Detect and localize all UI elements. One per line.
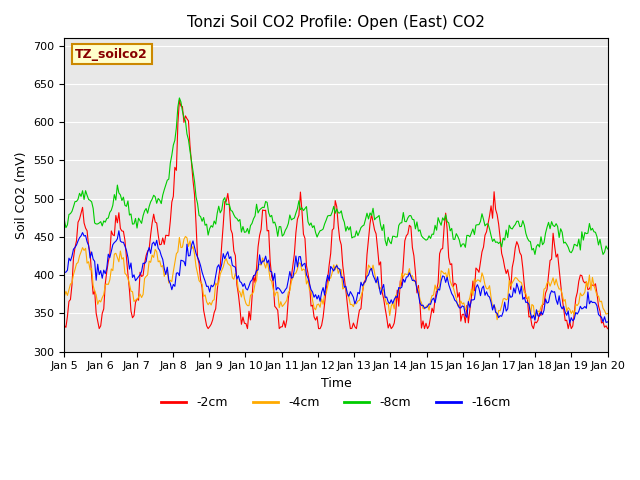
-4cm <box>182 234 189 240</box>
-8cm <box>575 236 582 242</box>
-16cm <box>224 249 232 254</box>
-16cm <box>566 320 573 326</box>
-8cm <box>175 95 183 101</box>
-4cm <box>242 300 250 306</box>
-4cm <box>127 288 135 294</box>
Line: -4cm: -4cm <box>65 237 607 320</box>
-8cm <box>604 246 611 252</box>
-2cm <box>301 236 309 241</box>
-4cm <box>577 290 584 296</box>
-8cm <box>251 213 259 219</box>
-4cm <box>251 281 259 287</box>
-8cm <box>224 201 232 207</box>
-8cm <box>61 217 68 223</box>
-8cm <box>127 211 135 217</box>
-2cm <box>129 315 136 321</box>
Title: Tonzi Soil CO2 Profile: Open (East) CO2: Tonzi Soil CO2 Profile: Open (East) CO2 <box>187 15 485 30</box>
X-axis label: Time: Time <box>321 377 351 390</box>
Line: -16cm: -16cm <box>65 231 607 323</box>
-4cm <box>61 293 68 299</box>
-16cm <box>61 270 68 276</box>
Legend: -2cm, -4cm, -8cm, -16cm: -2cm, -4cm, -8cm, -16cm <box>157 391 515 414</box>
-2cm <box>253 265 260 271</box>
-2cm <box>577 272 584 278</box>
-2cm <box>61 323 68 328</box>
-4cm <box>604 311 611 316</box>
-2cm <box>95 326 103 332</box>
-16cm <box>115 228 123 234</box>
-16cm <box>251 272 259 277</box>
-2cm <box>604 326 611 332</box>
-8cm <box>242 229 250 235</box>
Text: TZ_soilco2: TZ_soilco2 <box>76 48 148 60</box>
-8cm <box>599 252 607 257</box>
-16cm <box>242 286 250 291</box>
-16cm <box>129 275 136 280</box>
-16cm <box>300 262 307 267</box>
-2cm <box>175 97 183 103</box>
-8cm <box>300 208 307 214</box>
-4cm <box>493 317 501 323</box>
-4cm <box>224 261 232 266</box>
-2cm <box>225 203 233 208</box>
-16cm <box>604 319 611 325</box>
-16cm <box>577 303 584 309</box>
Line: -2cm: -2cm <box>65 100 607 329</box>
-4cm <box>300 266 307 272</box>
Y-axis label: Soil CO2 (mV): Soil CO2 (mV) <box>15 151 28 239</box>
-2cm <box>244 326 252 332</box>
Line: -8cm: -8cm <box>65 98 607 254</box>
